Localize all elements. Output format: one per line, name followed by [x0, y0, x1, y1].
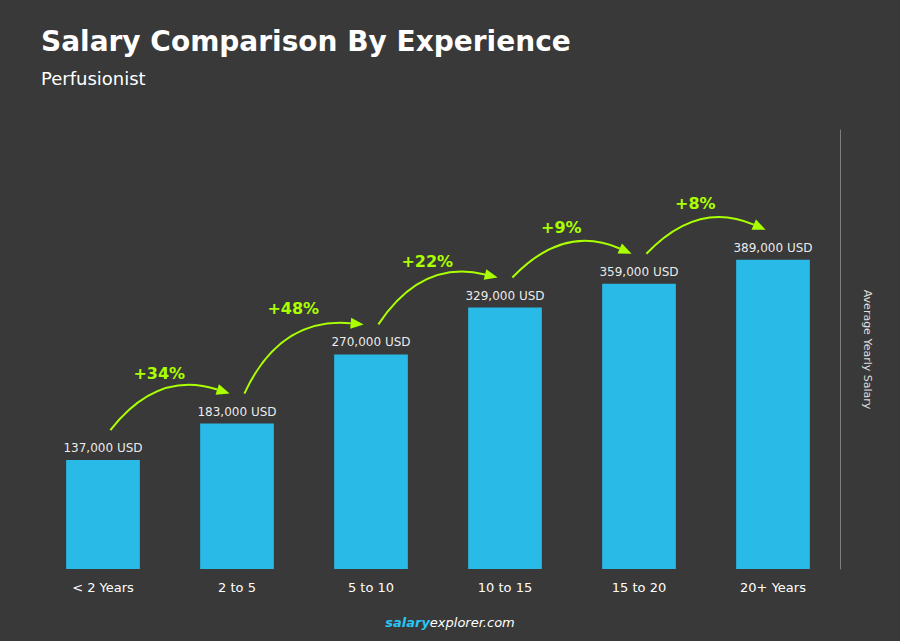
svg-text:183,000 USD: 183,000 USD	[197, 405, 276, 419]
svg-text:270,000 USD: 270,000 USD	[331, 335, 410, 349]
svg-text:+9%: +9%	[541, 218, 582, 237]
svg-text:20+ Years: 20+ Years	[740, 580, 806, 595]
svg-text:+48%: +48%	[267, 299, 319, 318]
svg-text:explorer.com: explorer.com	[430, 615, 515, 630]
svg-text:+34%: +34%	[133, 364, 185, 383]
svg-text:2 to 5: 2 to 5	[218, 580, 256, 595]
svg-text:329,000 USD: 329,000 USD	[465, 289, 544, 303]
svg-text:Perfusionist: Perfusionist	[41, 68, 146, 89]
svg-text:Average Yearly Salary: Average Yearly Salary	[861, 290, 874, 410]
svg-text:+8%: +8%	[675, 194, 716, 213]
svg-text:359,000 USD: 359,000 USD	[599, 265, 678, 279]
svg-text:15 to 20: 15 to 20	[612, 580, 666, 595]
svg-text:salary: salary	[385, 615, 430, 630]
svg-text:10 to 15: 10 to 15	[478, 580, 532, 595]
svg-text:5 to 10: 5 to 10	[348, 580, 394, 595]
svg-text:389,000 USD: 389,000 USD	[733, 241, 812, 255]
svg-text:137,000 USD: 137,000 USD	[63, 441, 142, 455]
svg-text:< 2 Years: < 2 Years	[72, 580, 134, 595]
svg-text:+22%: +22%	[401, 252, 453, 271]
svg-text:Salary Comparison By Experienc: Salary Comparison By Experience	[41, 25, 571, 58]
